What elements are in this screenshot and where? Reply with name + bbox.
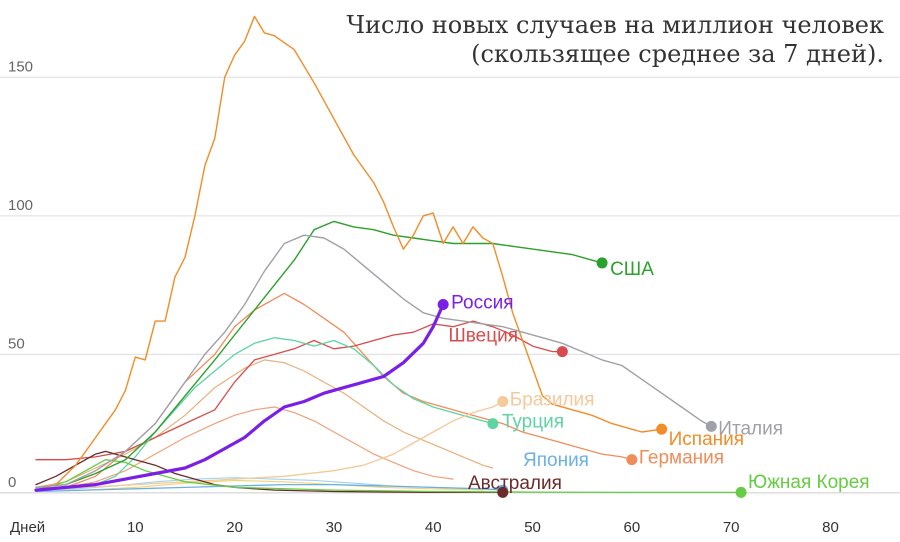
series-label-сша: США [610, 259, 654, 280]
series-line-сша [35, 220, 603, 489]
series-label-германия: Германия [639, 448, 724, 469]
series-label-италия: Италия [718, 418, 783, 439]
series-line-unlabeled [35, 479, 484, 493]
series-endpoint-сша [596, 257, 608, 269]
series-line-россия [34, 302, 445, 492]
x-tick-label: 60 [624, 519, 641, 536]
x-tick-label: 20 [226, 519, 243, 536]
series-label-испания: Испания [669, 429, 744, 450]
x-tick-label: 70 [723, 519, 740, 536]
y-tick-label: 150 [8, 58, 33, 75]
y-tick-label: 0 [8, 474, 16, 491]
x-tick-label: 10 [127, 519, 144, 536]
series-endpoint-швеция [556, 346, 568, 358]
series-label-южная-корея: Южная Корея [748, 472, 870, 493]
series-endpoint-россия [437, 298, 449, 310]
x-tick-label: 50 [524, 519, 541, 536]
series-line-unlabeled [35, 359, 494, 488]
series-line-австралия [35, 450, 504, 494]
series-line-швеция [35, 320, 563, 461]
y-tick-label: 50 [8, 335, 25, 352]
series-label-бразилия: Бразилия [510, 389, 595, 410]
series-endpoints [437, 257, 747, 498]
x-tick-label: 40 [425, 519, 442, 536]
series-endpoint-германия [626, 454, 638, 466]
series-lines [34, 15, 742, 494]
series-endpoint-италия [705, 420, 717, 432]
chart-title-line-1: Число новых случаев на миллион человек [346, 11, 884, 39]
series-line-турция [35, 337, 494, 491]
series-line-испания [35, 15, 663, 491]
series-label-россия: Россия [451, 292, 513, 313]
series-label-австралия: Австралия [468, 473, 562, 494]
series-label-швеция: Швеция [448, 326, 518, 347]
series-line-италия [35, 234, 712, 489]
x-axis-label: Дней [10, 519, 45, 536]
series-label-турция: Турция [502, 412, 564, 433]
chart-title: Число новых случаев на миллион человек (… [346, 11, 884, 68]
series-endpoint-испания [656, 423, 668, 435]
axes: 0 50 100 150 10 20 30 40 50 60 70 80 Дней [8, 58, 839, 536]
series-line-япония [35, 483, 504, 493]
series-line-бразилия [35, 400, 504, 491]
series-label-япония: Япония [523, 450, 589, 471]
chart-title-line-2: (скользящее среднее за 7 дней). [471, 40, 884, 68]
x-tick-label: 30 [326, 519, 343, 536]
x-tick-label: 80 [822, 519, 839, 536]
series-endpoint-австралия [497, 486, 509, 498]
y-tick-label: 100 [8, 197, 33, 214]
series-line-южная-корея [35, 459, 742, 494]
series-endpoint-южная-корея [735, 486, 747, 498]
series-endpoint-бразилия [497, 395, 509, 407]
series-line-unlabeled [35, 406, 454, 491]
series-endpoint-турция [487, 418, 499, 430]
